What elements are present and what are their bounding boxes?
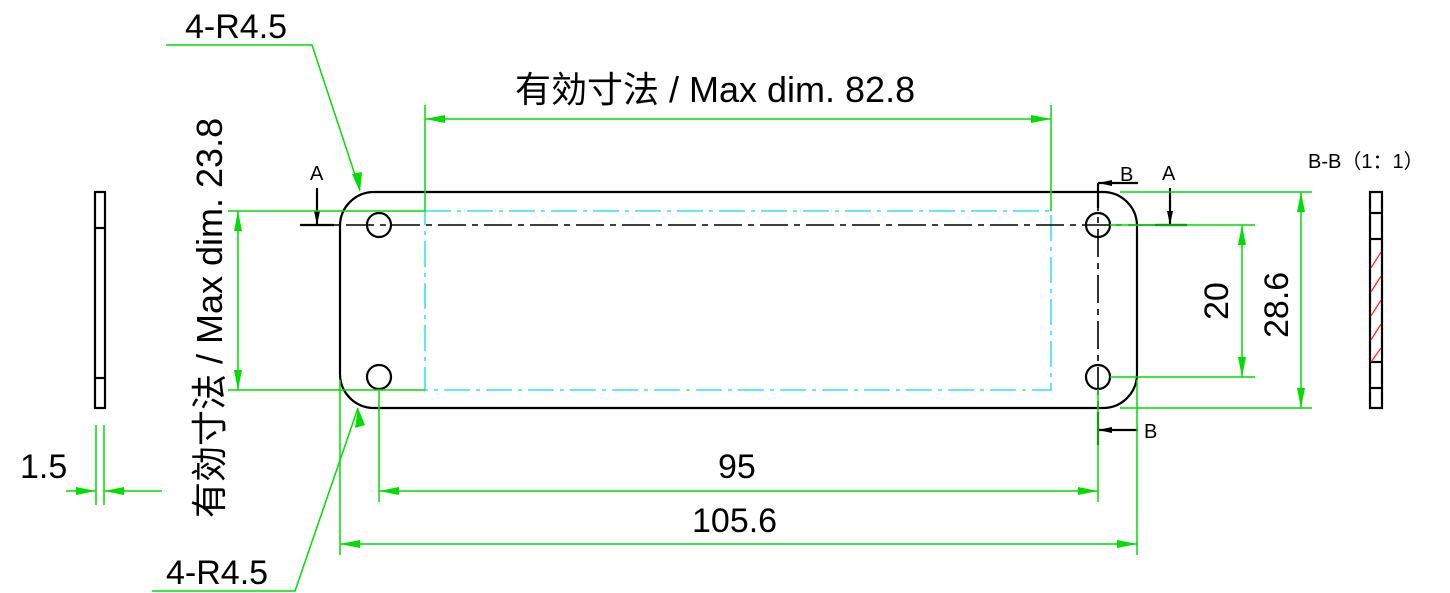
- effective-area: [424, 210, 1052, 391]
- effective-width-label: 有効寸法 / Max dim. 82.8: [515, 69, 915, 110]
- overall-height-label: 28.6: [1258, 272, 1296, 338]
- effective-height-label: 有効寸法 / Max dim. 23.8: [189, 118, 230, 518]
- effective-width-dimension: 有効寸法 / Max dim. 82.8: [424, 69, 1052, 211]
- thickness-dimension: 1.5: [20, 425, 162, 505]
- section-b-top-label: B: [1120, 164, 1133, 186]
- hole-pitch-x-label: 95: [718, 448, 756, 486]
- section-view-b-b: B-B（1：1）: [1308, 150, 1424, 410]
- section-line-b: B B: [1096, 164, 1157, 445]
- hole-pitch-y-label: 20: [1198, 282, 1236, 320]
- section-line-a: A A: [300, 163, 1187, 227]
- side-view-left: [93, 190, 107, 410]
- hole-pitch-x-dimension: 95: [378, 389, 1099, 502]
- section-hatching: [1370, 251, 1382, 363]
- hole-pitch-y-dimension: 20: [1110, 224, 1255, 378]
- radius-leader-bottom: 4-R4.5: [152, 407, 365, 592]
- thickness-label: 1.5: [20, 448, 67, 486]
- effective-height-dimension: 有効寸法 / Max dim. 23.8: [189, 118, 425, 518]
- radius-bottom-label: 4-R4.5: [166, 554, 268, 592]
- radius-top-label: 4-R4.5: [185, 8, 287, 46]
- overall-width-label: 105.6: [692, 502, 777, 540]
- section-a-right-label: A: [1162, 163, 1176, 185]
- overall-width-dimension: 105.6: [339, 380, 1138, 555]
- section-a-left-label: A: [310, 163, 324, 185]
- section-title: B-B（1：1）: [1308, 150, 1424, 173]
- mount-hole-bottom-left: [365, 363, 393, 391]
- overall-height-dimension: 28.6: [1120, 191, 1312, 409]
- section-b-bottom-label: B: [1144, 421, 1157, 443]
- radius-leader-top: 4-R4.5: [166, 8, 362, 192]
